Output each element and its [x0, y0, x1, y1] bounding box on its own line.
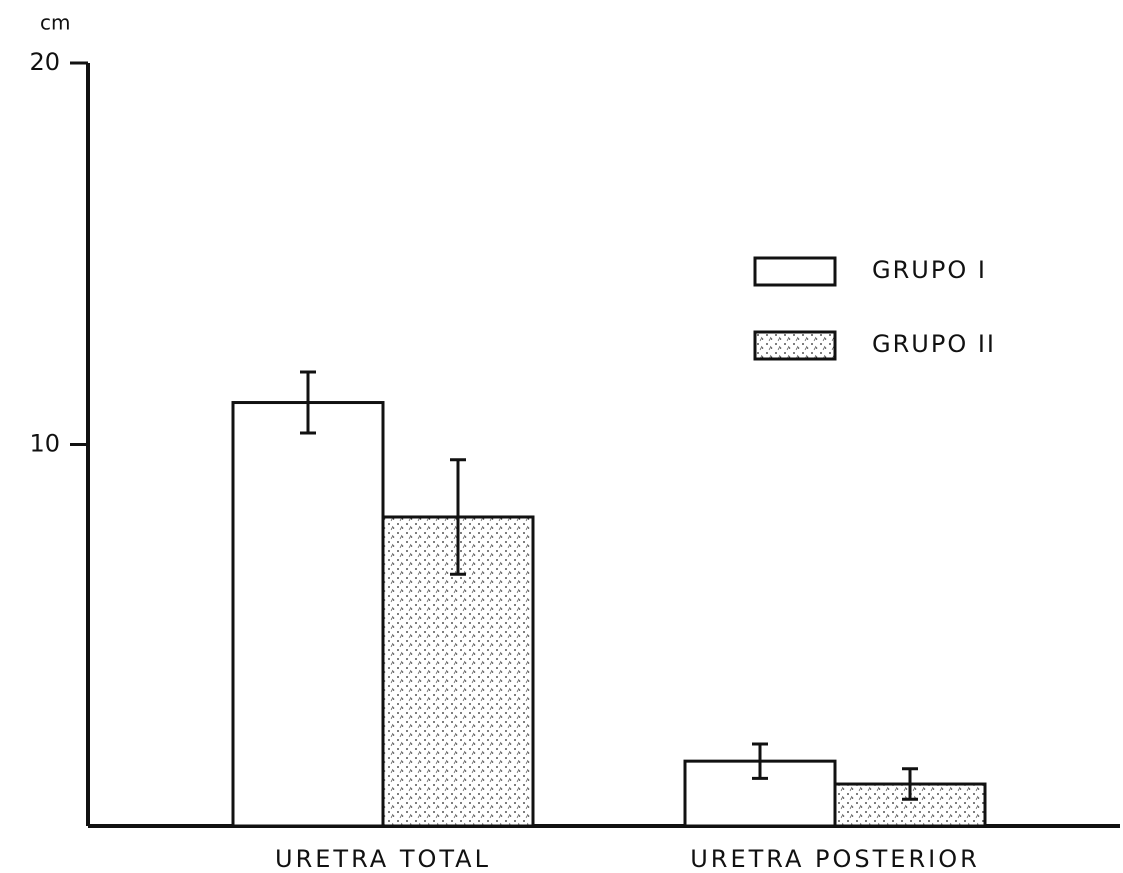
legend-swatch — [753, 256, 837, 287]
x-tick-label: URETRA POSTERIOR — [690, 845, 980, 873]
error-bar — [300, 370, 316, 435]
error-bar — [902, 767, 918, 801]
y-tick-label: 20 — [29, 48, 60, 76]
error-bar — [752, 742, 768, 780]
bar — [231, 401, 385, 828]
x-tick-label: URETRA TOTAL — [275, 845, 491, 873]
legend-label: GRUPO II — [872, 330, 996, 358]
error-bar — [450, 458, 466, 576]
y-tick-label: 10 — [29, 430, 60, 458]
y-axis-label: cm — [40, 11, 70, 35]
legend-swatch — [753, 330, 837, 361]
legend-label: GRUPO I — [872, 256, 987, 284]
